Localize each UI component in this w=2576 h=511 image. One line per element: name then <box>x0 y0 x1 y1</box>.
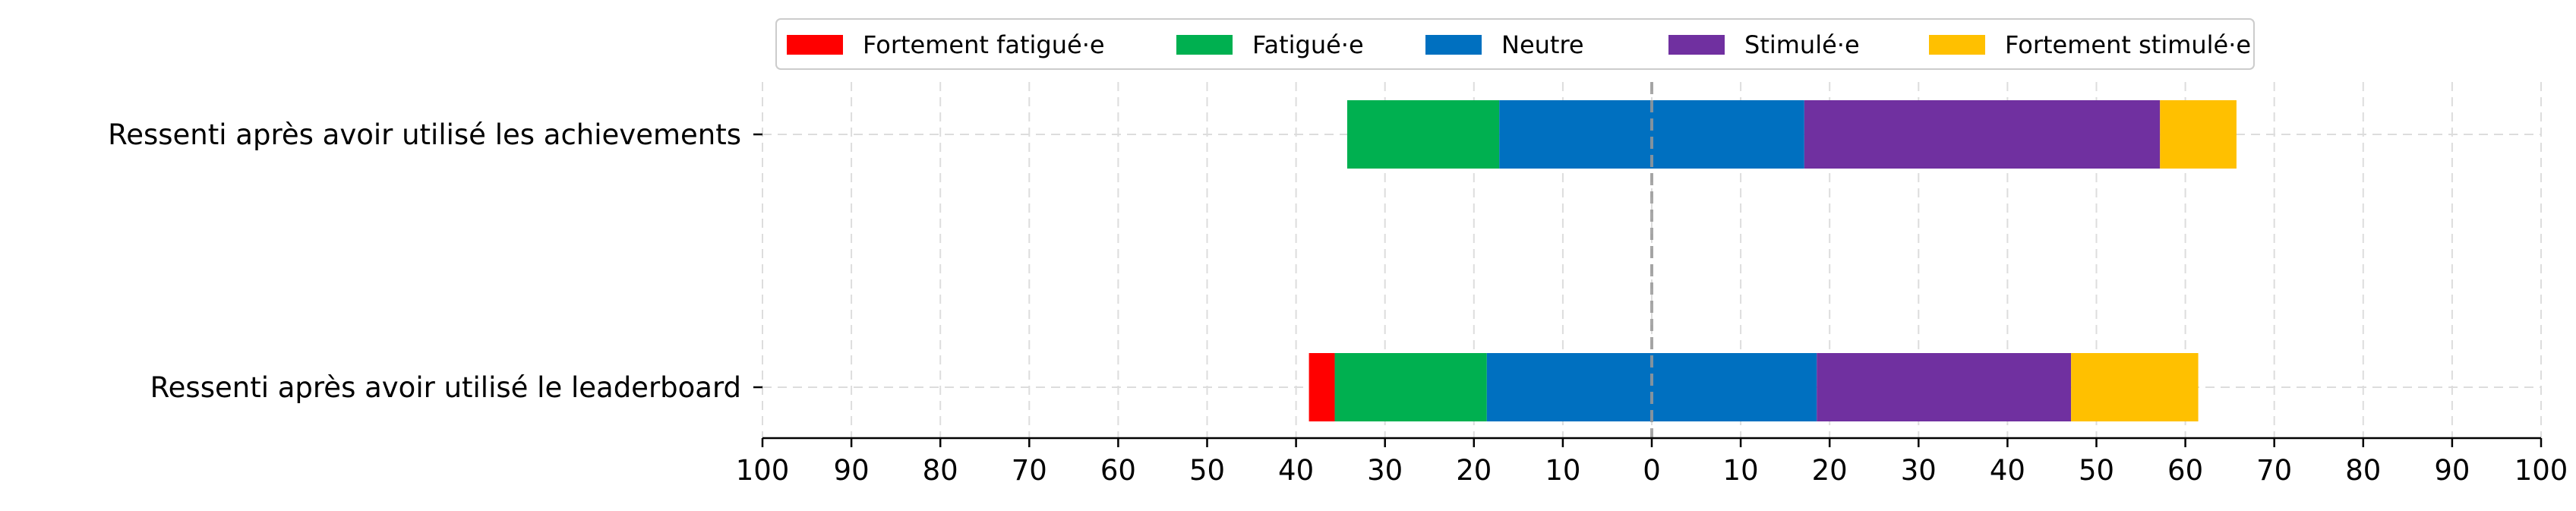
x-tick-label-20: 100 <box>2514 454 2568 487</box>
legend-box <box>775 18 2255 70</box>
bar-fortement-stimule-e-row-1 <box>2071 353 2199 421</box>
category-label-0: Ressenti après avoir utilisé les achieve… <box>108 118 741 151</box>
legend: Fortement fatigué·e Fatigué·e Neutre Stimul… <box>775 18 2255 70</box>
legend-label-neutre: Neutre <box>1501 30 1584 59</box>
x-tick-label-11: 10 <box>1723 454 1759 487</box>
x-tick-label-1: 90 <box>834 454 870 487</box>
legend-swatch-neutre <box>1425 35 1482 55</box>
bar-fatigue-e-row-1 <box>1334 353 1487 421</box>
x-tick-label-10: 0 <box>1643 454 1661 487</box>
x-tick-label-13: 30 <box>1901 454 1937 487</box>
x-tick-label-15: 50 <box>2079 454 2114 487</box>
x-tick-label-12: 20 <box>1812 454 1848 487</box>
legend-label-fortement-fatigue-e: Fortement fatigué·e <box>863 30 1105 59</box>
x-tick-label-5: 50 <box>1189 454 1225 487</box>
x-tick-label-19: 90 <box>2434 454 2470 487</box>
legend-swatch-stimule-e <box>1668 35 1725 55</box>
bar-stimule-e-row-0 <box>1804 100 2161 169</box>
legend-label-stimule-e: Stimulé·e <box>1744 30 1860 59</box>
legend-swatch-fatigue-e <box>1176 35 1233 55</box>
axes: 100 90 80 70 60 50 40 30 20 10 0 10 20 30 40 50 60 70 80 90… <box>108 118 2568 487</box>
x-tick-label-2: 80 <box>923 454 958 487</box>
x-tick-label-14: 40 <box>1990 454 2025 487</box>
x-tick-label-17: 70 <box>2256 454 2292 487</box>
x-tick-label-8: 20 <box>1456 454 1492 487</box>
legend-swatch-fortement-fatigue-e <box>787 35 843 55</box>
legend-swatch-fortement-stimule-e <box>1929 35 1985 55</box>
x-tick-label-0: 100 <box>736 454 790 487</box>
bar-fatigue-e-row-0 <box>1346 100 1500 169</box>
x-tick-label-6: 40 <box>1278 454 1314 487</box>
x-tick-label-16: 60 <box>2167 454 2203 487</box>
category-label-1: Ressenti après avoir utilisé le leaderbo… <box>150 371 741 404</box>
bar-fortement-fatigue-e-row-1 <box>1309 353 1335 421</box>
x-tick-label-3: 70 <box>1012 454 1047 487</box>
bar-stimule-e-row-1 <box>1817 353 2072 421</box>
bars <box>1309 100 2237 421</box>
legend-label-fortement-stimule-e: Fortement stimulé·e <box>2005 30 2251 59</box>
x-tick-label-9: 10 <box>1545 454 1580 487</box>
bar-fortement-stimule-e-row-0 <box>2160 100 2237 169</box>
x-tick-label-7: 30 <box>1367 454 1403 487</box>
x-tick-label-4: 60 <box>1100 454 1136 487</box>
x-tick-label-18: 80 <box>2345 454 2381 487</box>
legend-label-fatigue-e: Fatigué·e <box>1252 30 1364 59</box>
